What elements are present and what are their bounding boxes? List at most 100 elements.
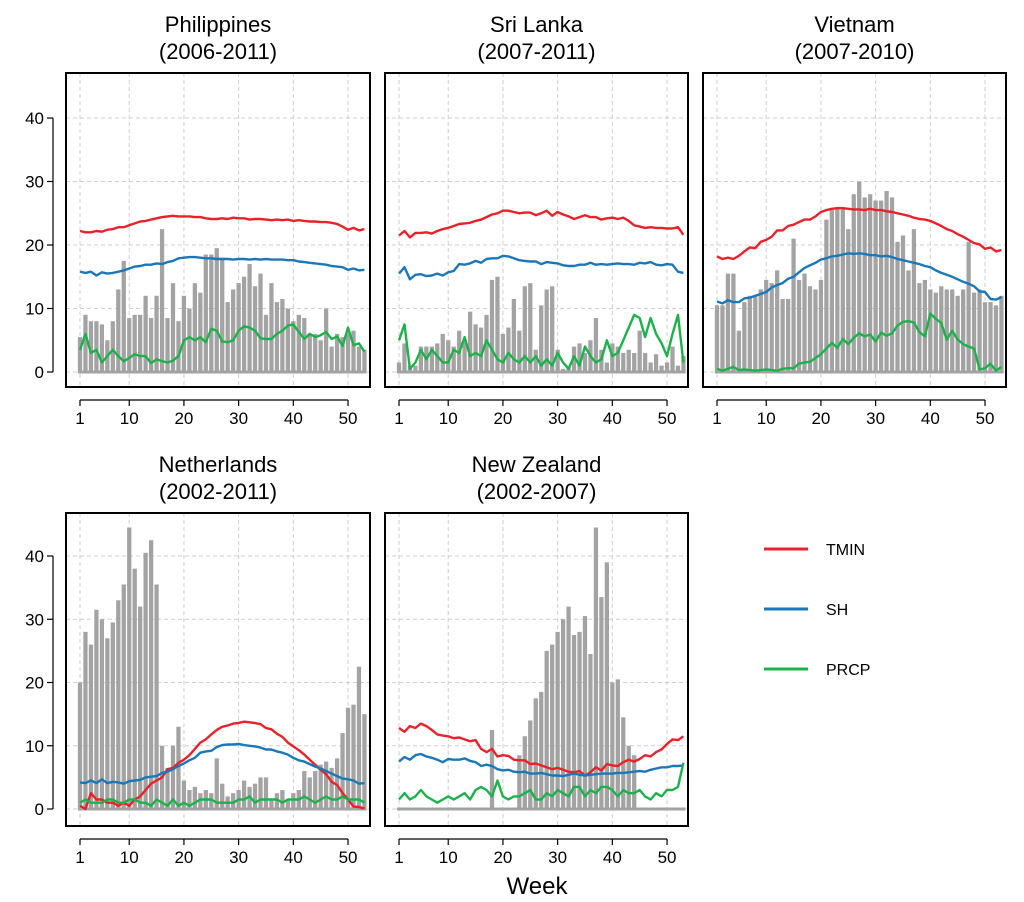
panel-sri-lanka: Sri Lanka(2007-2011) 1 10 20 30 40 50 [384,12,689,428]
series-line-tmin [79,214,365,234]
data-bar [539,305,544,372]
data-bar [220,257,225,372]
series-line-prcp [78,323,366,365]
data-bar [610,682,615,809]
data-bar [670,346,675,372]
y-tick-label: 10 [25,737,44,756]
data-bar [796,279,802,372]
data-bar [764,279,769,372]
data-bar [769,283,774,372]
data-bar [263,314,269,372]
panel-period: (2002-2007) [477,479,597,504]
data-bar [643,352,648,372]
data-bar [143,295,148,372]
data-bar [626,745,631,809]
data-bar [742,302,747,372]
x-tick-label: 20 [493,848,512,867]
x-tick-label: 1 [394,409,403,428]
x-tick-label: 40 [921,409,940,428]
data-bar [83,631,88,809]
x-tick-label: 50 [339,409,358,428]
data-bar [413,365,418,372]
legend-label-sh: SH [826,602,848,619]
data-bar [533,349,538,372]
data-bar [209,254,214,372]
data-bar [132,314,137,372]
data-bar [94,321,99,372]
panel-title: Philippines [165,12,271,37]
data-bar [88,644,94,809]
data-bar [280,790,285,809]
data-bar [571,635,577,809]
data-bar [928,289,933,372]
x-tick-label: 10 [757,409,776,428]
series-line-prcp [397,313,685,370]
data-bar [571,346,577,372]
data-bar [274,302,280,372]
data-bar [236,283,241,372]
data-bar [544,289,549,372]
data-bar [593,318,599,372]
data-bar [653,354,659,372]
x-tick-label: 30 [866,409,885,428]
x-tick-label: 30 [548,848,567,867]
data-bar [615,679,620,809]
panel-frame [702,72,1007,388]
data-bar [269,799,274,809]
data-bar [895,241,900,372]
data-bar [560,619,566,809]
y-tick-label: 40 [25,547,44,566]
data-bar [955,295,960,372]
series-line-tmin [398,209,685,239]
data-bar [813,289,818,372]
legend-label-tmin: TMIN [826,542,865,559]
series-line-sh [398,254,684,281]
panel-title: Netherlands [159,452,278,477]
data-bar [148,318,154,372]
data-bar [451,346,456,372]
data-bar [324,761,329,809]
data-bar [291,793,296,809]
data-bar [176,321,181,372]
data-bar [802,273,807,372]
data-bar [467,311,473,372]
data-bar [555,349,560,372]
data-bar [495,276,500,372]
data-bar [785,298,791,372]
data-bar [440,333,445,372]
data-bar [720,305,725,372]
data-bar [181,780,187,809]
x-tick-label: 1 [394,848,403,867]
data-bar [500,333,506,372]
data-bar [868,194,873,372]
data-bar [566,606,571,809]
data-bar [269,283,274,372]
data-bar [489,279,495,372]
data-bar [648,362,653,372]
data-bar [791,238,796,372]
x-tick-label: 50 [339,848,358,867]
x-tick-label: 40 [284,848,303,867]
x-tick-label: 40 [284,409,303,428]
data-bar [127,318,132,372]
series-line-sh [79,255,365,277]
panel-frame [65,512,371,827]
data-bar [999,295,1004,372]
data-bar [351,704,356,809]
data-bar [302,318,307,372]
data-bar [263,777,269,809]
data-bar [356,666,362,809]
data-bar [143,552,148,809]
data-bar [944,289,949,372]
data-bar [862,197,867,372]
data-bar [971,292,977,372]
series-line-sh [79,742,365,785]
data-bar [725,273,731,372]
data-bar [478,327,484,372]
panel-philippines: Philippines(2006-2011) 1 10 20 30 40 50 0 10 20 30… [25,12,371,428]
data-bar [165,318,170,372]
data-bar [714,305,720,372]
data-bar [318,764,323,809]
series-line-prcp [716,312,1003,372]
data-bar [511,298,517,372]
